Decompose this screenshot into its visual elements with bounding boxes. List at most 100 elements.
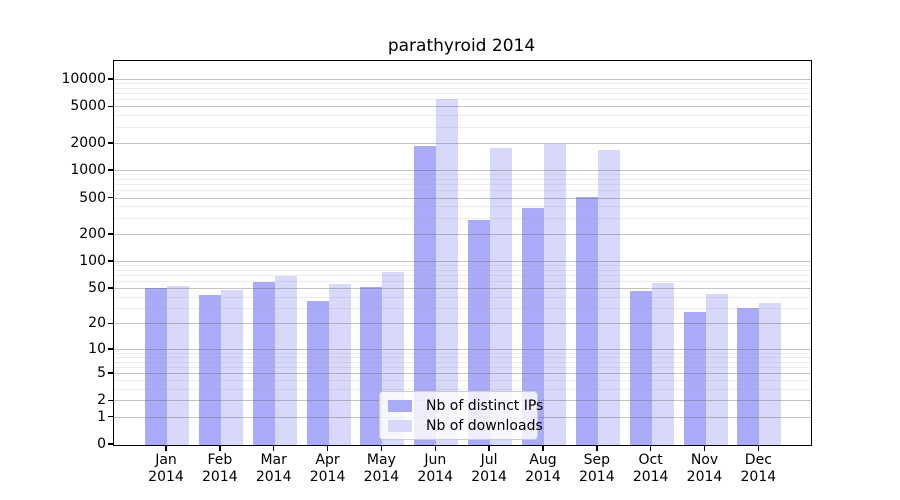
legend-label-distinct-ips: Nb of distinct IPs: [426, 397, 544, 414]
gridline-minor: [114, 115, 811, 117]
bar-oct-downloads: [651, 282, 674, 445]
x-axis-tick-label: Mar 2014: [244, 452, 304, 486]
x-axis-tick-year: 2014: [525, 469, 561, 485]
x-axis-tick-year: 2014: [417, 469, 454, 485]
x-axis-tick-year: 2014: [686, 469, 723, 485]
bar-oct-distinct-ips: [629, 290, 652, 445]
gridline-minor: [114, 179, 811, 181]
gridline-major: [114, 197, 811, 199]
legend-item-downloads: Nb of downloads: [388, 418, 543, 434]
bar-mar-distinct-ips: [252, 282, 275, 445]
x-axis-tick-label: Apr 2014: [298, 452, 358, 486]
bar-apr-downloads: [328, 284, 351, 445]
x-axis-tick-year: 2014: [363, 469, 400, 485]
bar-nov-distinct-ips: [683, 311, 706, 445]
bar-nov-downloads: [705, 294, 728, 445]
x-axis-tick-mark: [596, 446, 598, 451]
bar-feb-distinct-ips: [198, 295, 221, 445]
gridline-minor: [114, 184, 811, 186]
x-axis-tick-year: 2014: [740, 469, 777, 485]
x-axis-tick-label: Sep 2014: [567, 452, 627, 486]
y-axis-tick-label: 10000: [61, 70, 106, 87]
x-axis-tick-mark: [757, 446, 760, 451]
gridline-minor: [114, 217, 811, 219]
gridline-minor: [114, 281, 811, 283]
bar-jun-downloads: [436, 98, 459, 445]
y-axis-tick-label: 5000: [70, 98, 106, 115]
y-axis-tick-mark: [108, 348, 113, 350]
legend-swatch-downloads: [388, 419, 412, 432]
gridline-major: [114, 170, 811, 172]
x-axis-tick-year: 2014: [255, 469, 292, 485]
x-axis-tick-year: 2014: [148, 469, 184, 485]
y-axis-tick-mark: [108, 233, 113, 235]
y-axis-tick-mark: [108, 322, 113, 325]
x-axis-tick-year: 2014: [202, 469, 238, 485]
x-axis-tick-label: May 2014: [351, 452, 411, 486]
bar-apr-distinct-ips: [306, 300, 329, 445]
x-axis-tick-year: 2014: [632, 469, 669, 485]
y-axis-tick-label: 20: [88, 315, 106, 332]
gridline-major: [114, 233, 811, 235]
bar-jan-downloads: [167, 285, 189, 445]
gridline-major: [114, 142, 811, 144]
legend-label-downloads: Nb of downloads: [426, 417, 543, 434]
y-axis-tick-mark: [108, 169, 113, 171]
x-axis-tick-label: Oct 2014: [621, 452, 681, 486]
y-axis-tick-label: 2: [97, 392, 106, 409]
gridline-minor: [114, 275, 811, 277]
gridline-minor: [114, 206, 811, 208]
gridline-minor: [114, 93, 811, 95]
x-axis-tick-label: Jan 2014: [136, 452, 196, 486]
plot-area: [113, 60, 812, 446]
y-axis-tick-mark: [108, 287, 113, 289]
x-axis-tick-year: 2014: [471, 469, 507, 485]
bar-jan-distinct-ips: [145, 288, 167, 445]
bar-dec-downloads: [759, 303, 782, 445]
y-axis-tick-mark: [108, 142, 113, 144]
bar-sep-downloads: [597, 150, 620, 445]
bar-mar-downloads: [274, 276, 297, 445]
bar-jul-distinct-ips: [468, 220, 491, 445]
bar-sep-distinct-ips: [575, 197, 598, 445]
gridline-minor: [114, 265, 811, 267]
x-axis-tick-label: Jul 2014: [459, 452, 519, 486]
x-axis-tick-label: Feb 2014: [190, 452, 250, 486]
gridline-major: [114, 79, 811, 80]
bar-aug-downloads: [543, 143, 566, 445]
y-axis-tick-label: 10: [88, 340, 106, 357]
x-axis-tick-mark: [326, 446, 329, 451]
y-axis-tick-label: 1: [97, 408, 106, 425]
y-axis-tick-label: 500: [79, 189, 106, 206]
x-axis-tick-mark: [649, 446, 652, 451]
y-axis-tick-mark: [108, 372, 113, 374]
y-axis-tick-mark: [108, 260, 113, 262]
bar-jun-distinct-ips: [414, 145, 437, 445]
bar-jul-downloads: [490, 147, 513, 445]
y-axis-tick-mark: [108, 399, 113, 402]
gridline-minor: [114, 269, 811, 271]
x-axis-tick-mark: [380, 446, 383, 451]
x-axis-tick-label: Jun 2014: [405, 452, 465, 486]
x-axis-tick-label: Dec 2014: [728, 452, 788, 486]
bar-feb-downloads: [220, 290, 243, 445]
gridline-minor: [114, 174, 811, 176]
gridline-major: [114, 288, 811, 290]
gridline-minor: [114, 87, 811, 89]
y-axis-tick-mark: [108, 443, 113, 445]
y-axis-tick-label: 200: [79, 225, 106, 242]
chart-title: parathyroid 2014: [387, 36, 536, 56]
legend-swatch-distinct-ips: [388, 399, 412, 412]
x-axis-tick-mark: [542, 446, 544, 451]
gridline-major: [114, 106, 811, 108]
x-axis-tick-mark: [703, 446, 706, 451]
bar-dec-distinct-ips: [737, 307, 760, 445]
x-axis-tick-label: Nov 2014: [675, 452, 735, 486]
x-axis-tick-mark: [434, 446, 436, 451]
y-axis-tick-label: 100: [79, 253, 106, 270]
y-axis-tick-label: 5: [97, 364, 106, 381]
gridline-minor: [114, 83, 811, 85]
bar-aug-distinct-ips: [521, 207, 544, 445]
x-axis-tick-label: Aug 2014: [513, 452, 573, 486]
